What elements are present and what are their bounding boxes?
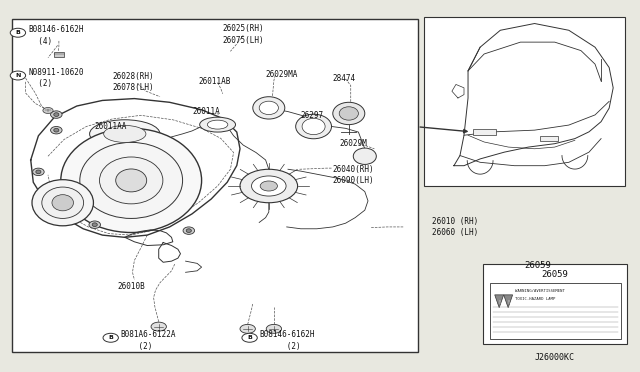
Ellipse shape bbox=[54, 113, 59, 116]
Ellipse shape bbox=[333, 102, 365, 125]
Text: 26040(RH)
26090(LH): 26040(RH) 26090(LH) bbox=[333, 165, 374, 185]
Bar bbox=[540, 136, 557, 141]
Circle shape bbox=[10, 71, 26, 80]
Circle shape bbox=[151, 322, 166, 331]
Ellipse shape bbox=[51, 126, 62, 134]
Text: 26028(RH)
26078(LH): 26028(RH) 26078(LH) bbox=[112, 72, 154, 92]
Ellipse shape bbox=[186, 229, 191, 232]
Ellipse shape bbox=[353, 148, 376, 164]
Bar bbox=[490, 283, 621, 339]
Circle shape bbox=[10, 28, 26, 37]
Ellipse shape bbox=[339, 107, 358, 120]
Bar bbox=[483, 264, 627, 344]
Text: N08911-10620
  (2): N08911-10620 (2) bbox=[29, 68, 84, 88]
Ellipse shape bbox=[54, 128, 59, 132]
Circle shape bbox=[260, 181, 278, 191]
Ellipse shape bbox=[42, 187, 84, 218]
Text: N: N bbox=[15, 73, 20, 78]
Text: 28474: 28474 bbox=[333, 74, 356, 83]
Ellipse shape bbox=[36, 170, 41, 174]
Ellipse shape bbox=[99, 157, 163, 204]
Ellipse shape bbox=[259, 101, 278, 115]
Ellipse shape bbox=[32, 180, 93, 226]
Ellipse shape bbox=[296, 114, 332, 139]
Circle shape bbox=[252, 176, 286, 196]
Text: 26011AB: 26011AB bbox=[198, 77, 231, 86]
Text: 26297: 26297 bbox=[301, 111, 324, 120]
Bar bbox=[54, 52, 64, 57]
Text: !: ! bbox=[507, 300, 509, 305]
Polygon shape bbox=[495, 295, 504, 308]
Text: 26010 (RH)
26060 (LH): 26010 (RH) 26060 (LH) bbox=[432, 217, 478, 237]
Text: 26029M: 26029M bbox=[339, 139, 367, 148]
Ellipse shape bbox=[183, 227, 195, 234]
Ellipse shape bbox=[104, 125, 146, 142]
Text: !: ! bbox=[498, 300, 500, 305]
Text: B08146-6162H
  (4): B08146-6162H (4) bbox=[29, 25, 84, 45]
Ellipse shape bbox=[116, 169, 147, 192]
Text: B: B bbox=[108, 335, 113, 340]
Circle shape bbox=[240, 324, 255, 333]
Text: B: B bbox=[15, 30, 20, 35]
Ellipse shape bbox=[33, 168, 44, 176]
Ellipse shape bbox=[52, 195, 74, 211]
Text: B08146-6162H
      (2): B08146-6162H (2) bbox=[259, 330, 315, 350]
Text: WARNING/AVERTISSEMENT: WARNING/AVERTISSEMENT bbox=[515, 289, 565, 293]
Ellipse shape bbox=[51, 111, 62, 118]
Text: 26010B: 26010B bbox=[117, 282, 145, 291]
Circle shape bbox=[43, 108, 53, 113]
Circle shape bbox=[266, 324, 282, 333]
Text: J26000KC: J26000KC bbox=[535, 353, 575, 362]
Text: 26059: 26059 bbox=[542, 270, 568, 279]
Ellipse shape bbox=[207, 120, 228, 129]
Text: 26025(RH)
26075(LH): 26025(RH) 26075(LH) bbox=[223, 25, 264, 45]
Text: 26059: 26059 bbox=[524, 262, 551, 270]
Bar bbox=[424, 17, 625, 186]
Text: TOXIC-HAZARD LAMP: TOXIC-HAZARD LAMP bbox=[515, 297, 556, 301]
Bar bbox=[12, 19, 418, 352]
Ellipse shape bbox=[80, 142, 182, 218]
Ellipse shape bbox=[89, 221, 100, 228]
Circle shape bbox=[240, 169, 298, 203]
Ellipse shape bbox=[90, 120, 160, 148]
Ellipse shape bbox=[253, 97, 285, 119]
Circle shape bbox=[103, 333, 118, 342]
Polygon shape bbox=[504, 295, 513, 308]
Text: 26029MA: 26029MA bbox=[266, 70, 298, 79]
Ellipse shape bbox=[92, 223, 97, 227]
Text: B081A6-6122A
    (2): B081A6-6122A (2) bbox=[120, 330, 176, 350]
Text: 26011AA: 26011AA bbox=[95, 122, 127, 131]
Ellipse shape bbox=[302, 118, 325, 135]
Circle shape bbox=[242, 333, 257, 342]
Ellipse shape bbox=[200, 117, 236, 132]
Text: 26011A: 26011A bbox=[192, 107, 220, 116]
Text: B: B bbox=[247, 335, 252, 340]
Ellipse shape bbox=[61, 128, 202, 232]
Bar bbox=[473, 129, 496, 135]
